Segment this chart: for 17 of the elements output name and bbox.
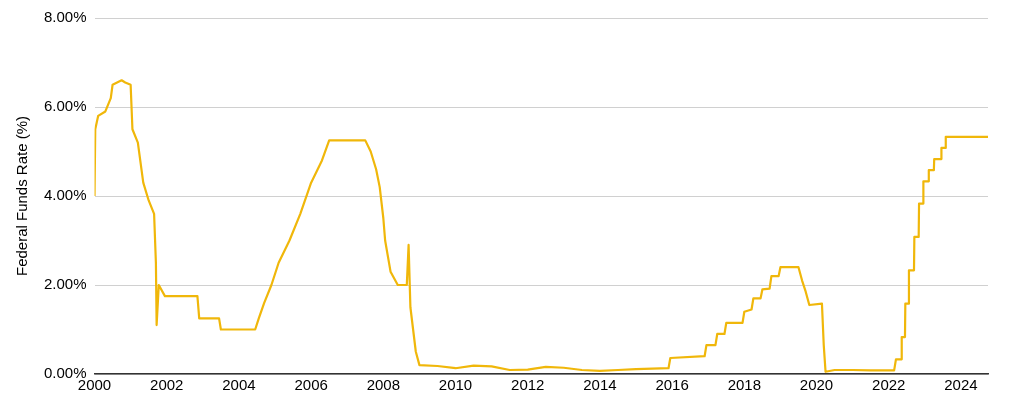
- y-tick-label: 2.00%: [43, 275, 87, 293]
- x-tick-label: 2020: [799, 376, 834, 394]
- x-tick-label: 2012: [511, 376, 545, 394]
- x-tick-label: 2024: [944, 376, 978, 394]
- x-tick-label: 2002: [150, 376, 184, 394]
- x-tick-label: 2018: [727, 376, 762, 394]
- x-tick-label: 2010: [438, 376, 473, 394]
- y-tick-label: 8.00%: [43, 8, 87, 26]
- x-tick-label: 2022: [872, 376, 906, 394]
- x-tick-label: 2014: [583, 376, 617, 394]
- x-tick-label: 2006: [294, 376, 328, 394]
- x-tick-label: 2004: [222, 376, 256, 394]
- y-tick-label: 4.00%: [43, 186, 87, 204]
- y-tick-label: 6.00%: [43, 97, 87, 115]
- x-tick-label: 2016: [655, 376, 689, 394]
- y-axis-title: Federal Funds Rate (%): [13, 115, 31, 277]
- x-tick-label: 2008: [366, 376, 401, 394]
